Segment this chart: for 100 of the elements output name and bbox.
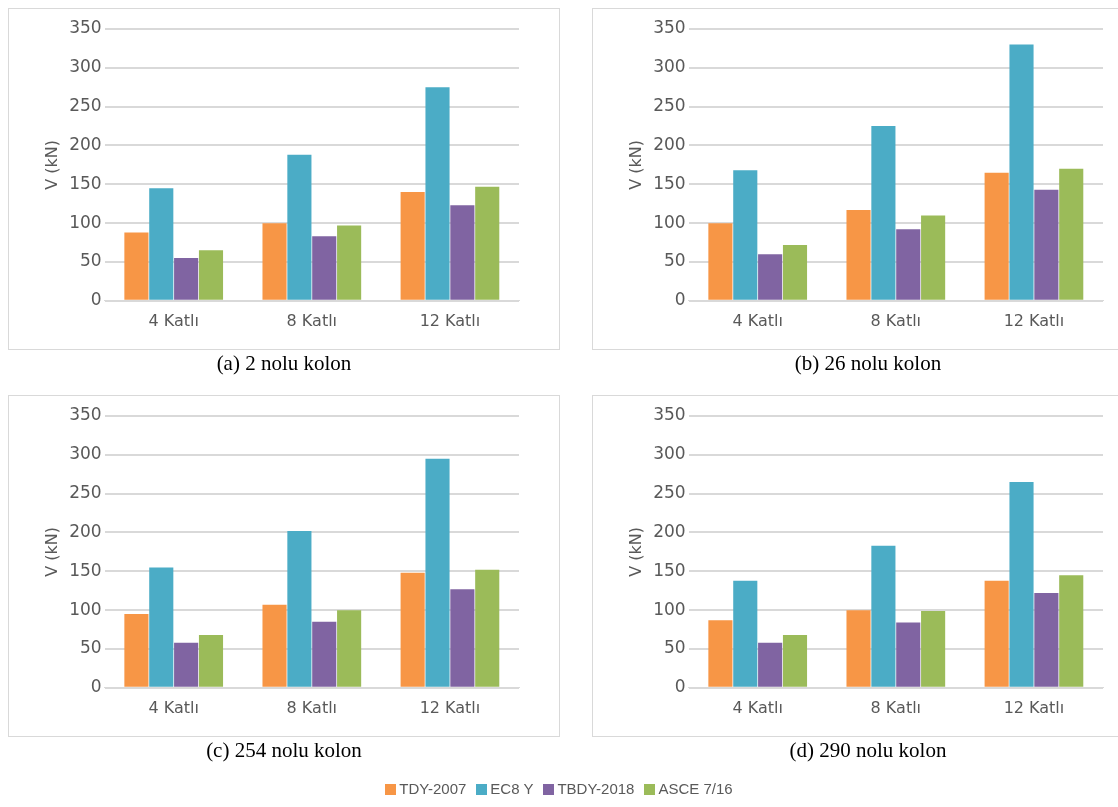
y-tick-label: 100 xyxy=(653,211,686,232)
bar xyxy=(287,530,312,687)
bar xyxy=(1034,593,1059,687)
legend-label: EC8 Y xyxy=(490,780,534,797)
bar xyxy=(1059,168,1084,300)
bar xyxy=(400,572,425,687)
bar xyxy=(124,614,149,687)
x-tick-label: 8 Katlı xyxy=(286,310,338,330)
y-tick-label: 50 xyxy=(80,637,102,658)
bar xyxy=(124,232,149,300)
bar xyxy=(149,188,174,300)
y-tick-label: 50 xyxy=(664,637,686,658)
bar xyxy=(425,458,450,687)
bar xyxy=(149,567,174,687)
bar xyxy=(758,254,783,300)
y-tick-label: 200 xyxy=(653,520,686,541)
text: (c) 254 nolu kolon xyxy=(205,737,363,763)
bar xyxy=(733,170,758,300)
text: (b) 26 nolu kolon xyxy=(793,350,943,376)
y-tick-label: 50 xyxy=(664,250,686,271)
x-tick-label: 4 Katlı xyxy=(148,697,199,717)
y-tick-label: 0 xyxy=(674,289,686,310)
y-axis-title: V (kN) xyxy=(41,140,61,190)
y-tick-label: 50 xyxy=(80,250,102,271)
x-tick-label: 12 Katlı xyxy=(419,697,481,717)
bar xyxy=(287,154,312,300)
x-tick-label: 4 Katlı xyxy=(732,697,783,717)
y-tick-label: 0 xyxy=(90,289,102,310)
bar xyxy=(921,610,946,687)
x-tick-label: 8 Katlı xyxy=(286,697,338,717)
bar xyxy=(921,215,946,300)
y-tick-label: 250 xyxy=(69,482,102,503)
x-tick-label: 12 Katlı xyxy=(419,310,481,330)
bar xyxy=(782,634,808,687)
x-tick-label: 4 Katlı xyxy=(148,310,199,330)
y-tick-label: 250 xyxy=(69,95,102,116)
y-axis-title: V (kN) xyxy=(625,140,645,190)
bar xyxy=(984,580,1009,687)
bar xyxy=(708,223,733,300)
y-axis-title: V (kN) xyxy=(625,527,645,577)
y-tick-label: 350 xyxy=(653,17,686,38)
bar xyxy=(312,621,337,687)
y-tick-label: 200 xyxy=(653,133,686,154)
bar xyxy=(846,610,871,687)
bar xyxy=(400,192,425,300)
bar xyxy=(733,580,758,687)
x-tick-label: 12 Katlı xyxy=(1003,310,1065,330)
bar xyxy=(262,604,287,687)
text: (a) 2 nolu kolon xyxy=(215,350,353,376)
bar xyxy=(984,172,1009,300)
bar xyxy=(425,87,450,300)
bar xyxy=(475,569,500,687)
bar xyxy=(896,622,921,687)
bar xyxy=(174,642,199,687)
y-tick-label: 0 xyxy=(674,676,686,697)
bar xyxy=(337,225,362,300)
legend-label: ASCE 7/16 xyxy=(658,780,733,797)
bar xyxy=(198,250,224,300)
y-tick-label: 150 xyxy=(653,559,686,580)
bar xyxy=(337,610,362,687)
bar xyxy=(262,223,287,300)
bar xyxy=(1059,575,1084,687)
legend-label: TDY-2007 xyxy=(399,780,467,797)
bar xyxy=(782,244,808,300)
bar xyxy=(450,205,475,300)
y-tick-label: 300 xyxy=(69,56,102,77)
y-tick-label: 350 xyxy=(69,404,102,425)
bar xyxy=(758,642,783,687)
y-tick-label: 200 xyxy=(69,520,102,541)
y-tick-label: 100 xyxy=(69,598,102,619)
y-tick-label: 250 xyxy=(653,95,686,116)
bar xyxy=(1034,189,1059,300)
y-tick-label: 100 xyxy=(653,598,686,619)
x-tick-label: 8 Katlı xyxy=(870,310,922,330)
x-tick-label: 4 Katlı xyxy=(732,310,783,330)
y-tick-label: 350 xyxy=(69,17,102,38)
y-tick-label: 150 xyxy=(653,172,686,193)
y-tick-label: 150 xyxy=(69,172,102,193)
bar xyxy=(475,186,500,300)
x-tick-label: 8 Katlı xyxy=(870,697,922,717)
y-tick-label: 300 xyxy=(653,443,686,464)
y-tick-label: 250 xyxy=(653,482,686,503)
x-tick-label: 12 Katlı xyxy=(1003,697,1065,717)
bar xyxy=(896,229,921,300)
bar xyxy=(1009,482,1034,687)
bar xyxy=(450,589,475,687)
bar xyxy=(708,620,733,687)
y-tick-label: 150 xyxy=(69,559,102,580)
bar xyxy=(1009,44,1034,300)
y-tick-label: 300 xyxy=(653,56,686,77)
bar xyxy=(871,545,896,687)
y-tick-label: 300 xyxy=(69,443,102,464)
legend-label: TBDY-2018 xyxy=(557,780,635,797)
bar xyxy=(871,126,896,300)
bar xyxy=(174,258,199,300)
bar xyxy=(846,209,871,300)
y-tick-label: 350 xyxy=(653,404,686,425)
bar xyxy=(198,634,224,687)
y-tick-label: 200 xyxy=(69,133,102,154)
y-tick-label: 0 xyxy=(90,676,102,697)
